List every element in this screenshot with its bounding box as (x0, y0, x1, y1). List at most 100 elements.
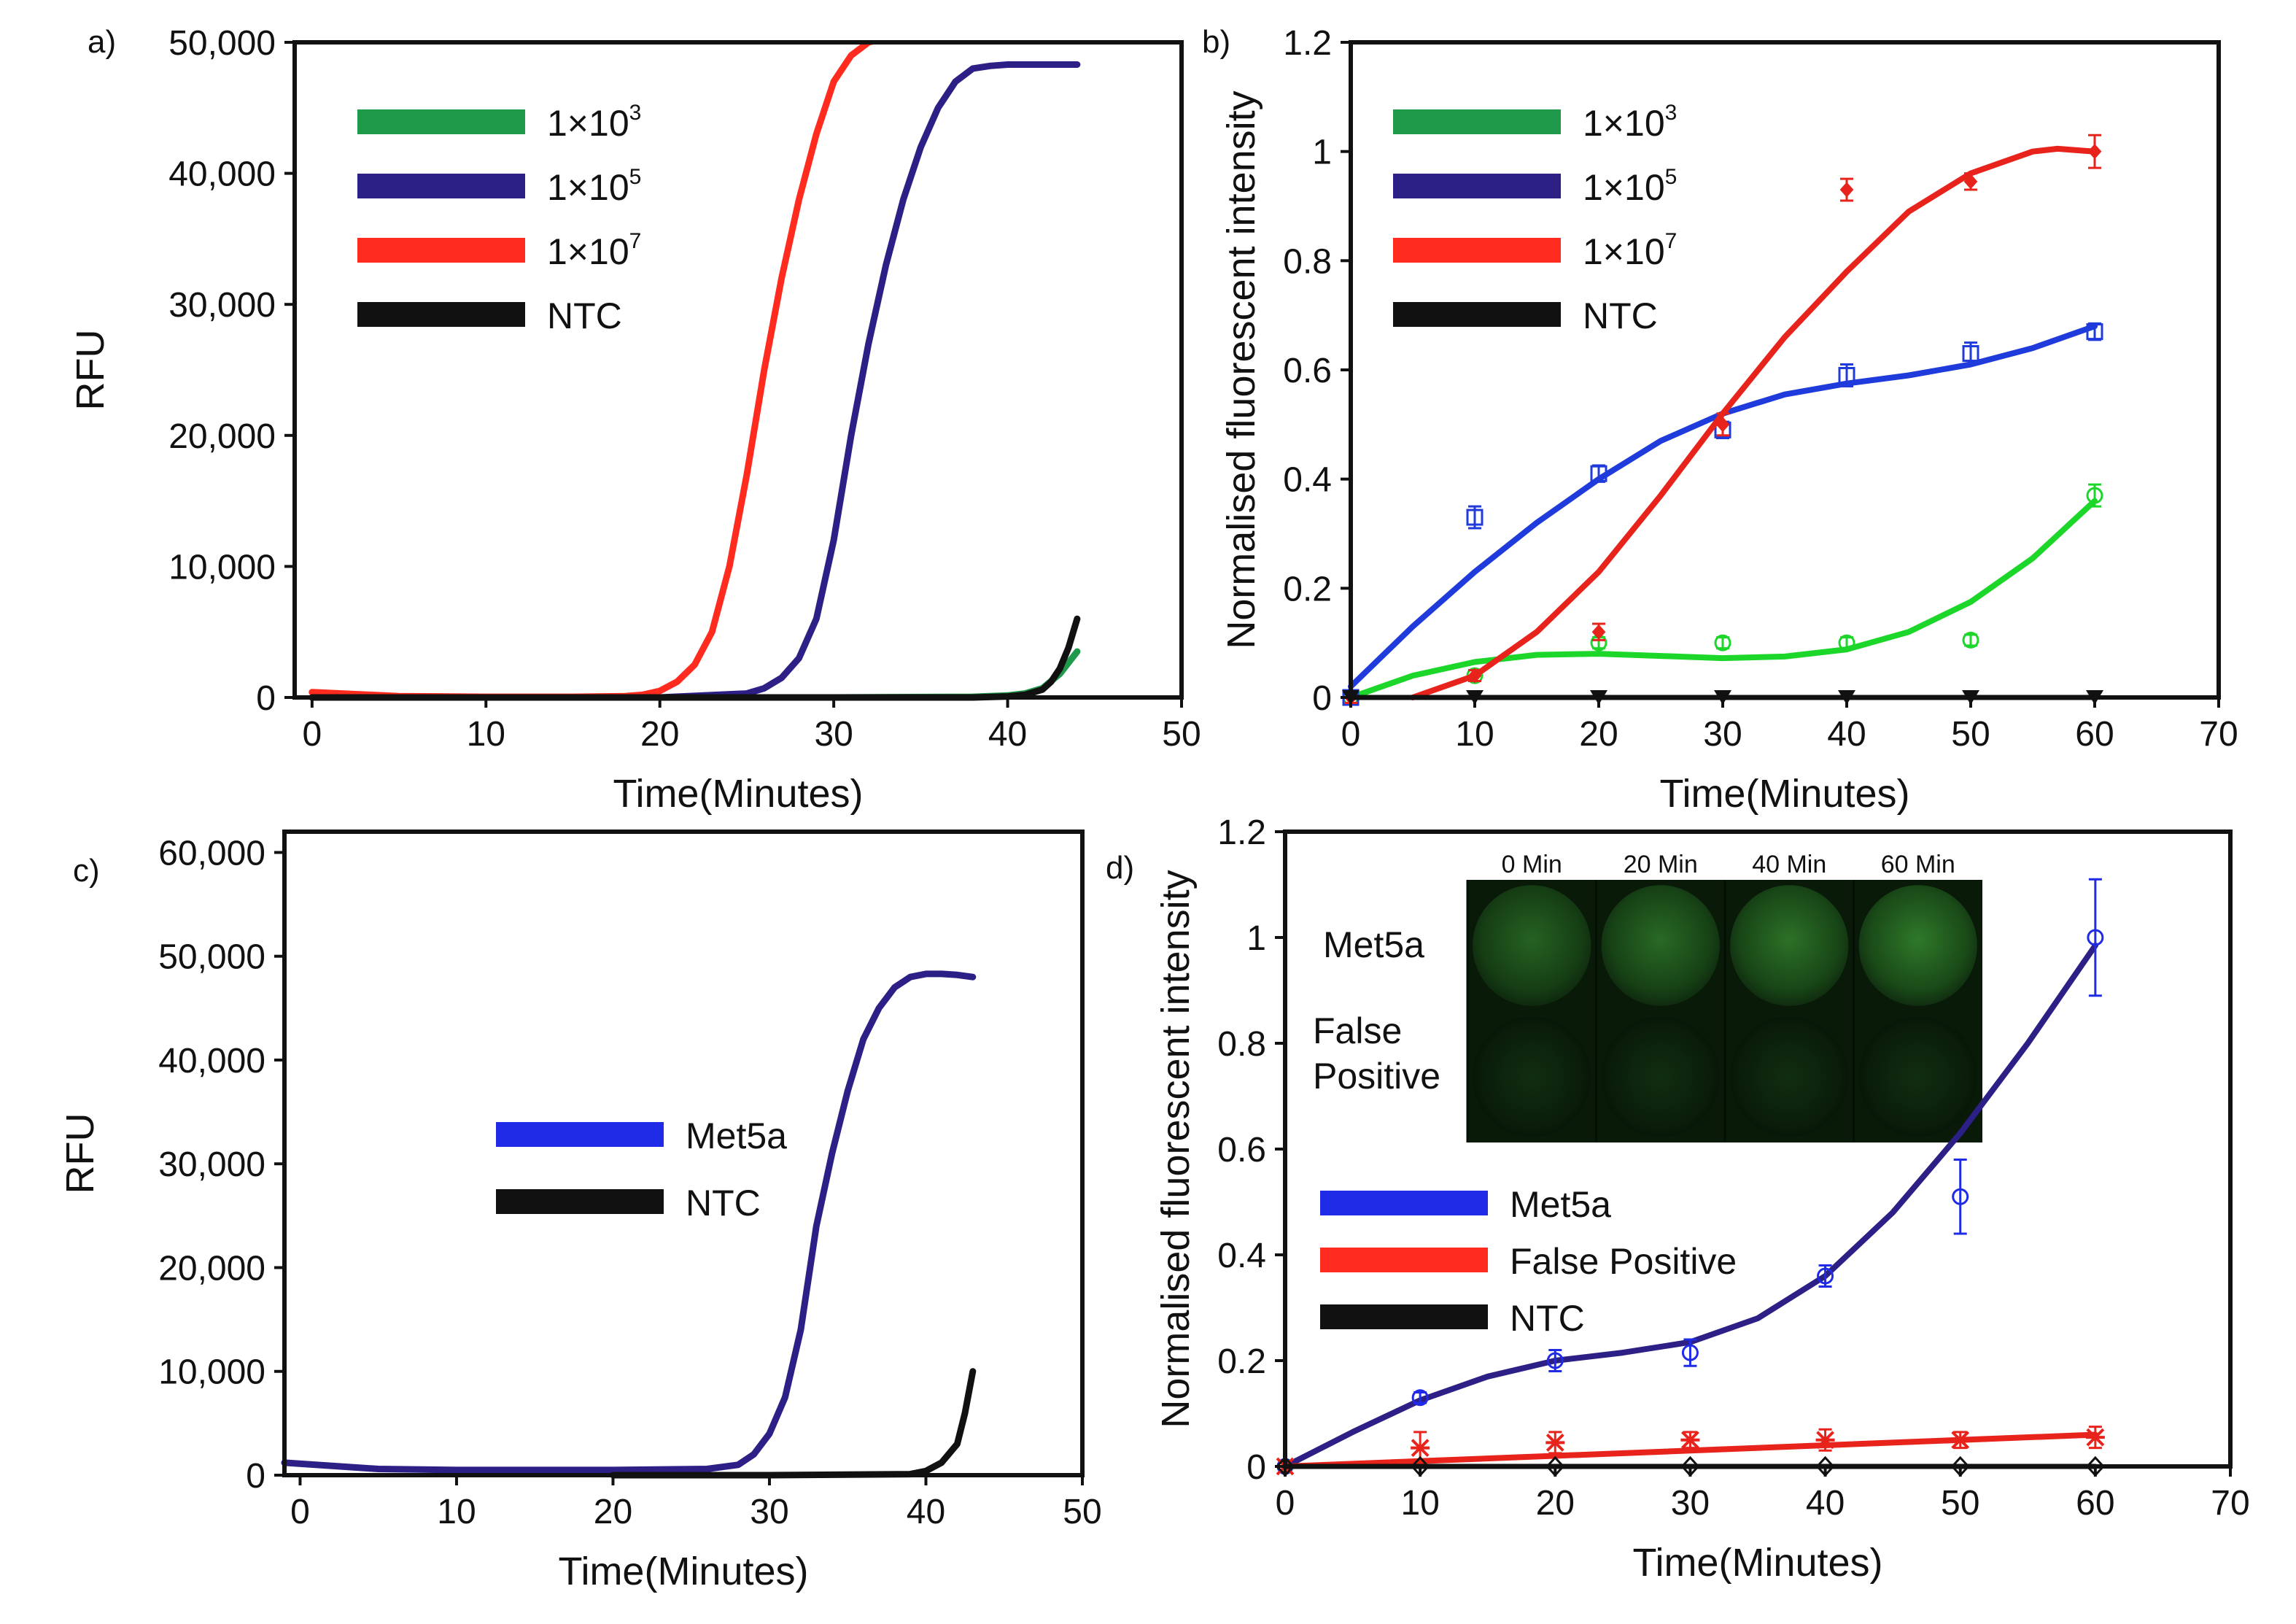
legend-swatch (1393, 174, 1561, 198)
x-tick-label: 0 (1341, 715, 1361, 754)
y-tick-label: 1 (1246, 919, 1266, 958)
inset-well (1858, 1016, 1977, 1137)
legend-label: 1×107 (547, 229, 641, 272)
inset-row-label-met5a: Met5a (1323, 924, 1424, 965)
x-tick-label: 50 (1162, 715, 1201, 754)
panel-label: d) (1106, 850, 1134, 886)
legend-item: NTC (357, 295, 622, 336)
inset-column-label: 60 Min (1881, 851, 1955, 878)
y-tick-label: 0.6 (1283, 352, 1332, 390)
legend-label: 1×103 (1583, 101, 1677, 144)
x-axis-label: Time(Minutes) (1659, 772, 1909, 816)
y-axis-label: RFU (69, 330, 112, 411)
inset-well (1601, 885, 1720, 1006)
legend-label: 1×105 (1583, 165, 1677, 208)
legend-item: 1×103 (357, 101, 641, 144)
y-tick-label: 0.8 (1283, 242, 1332, 281)
data-point (1817, 1267, 1834, 1285)
data-point (1591, 624, 1606, 640)
y-tick-label: 60,000 (158, 834, 265, 873)
data-point (1962, 345, 1979, 363)
legend-item: False Positive (1320, 1241, 1737, 1282)
data-point (1681, 1344, 1699, 1361)
legend-item: NTC (1320, 1298, 1585, 1339)
y-tick-label: 0.6 (1217, 1131, 1266, 1169)
series-ntc (610, 1368, 977, 1479)
y-tick-label: 30,000 (158, 1145, 265, 1184)
series-line (610, 1368, 977, 1479)
x-tick-label: 40 (988, 715, 1027, 754)
error-bar (1683, 1338, 1697, 1367)
legend-swatch (357, 302, 525, 327)
panel-label: a) (88, 24, 116, 60)
inset-well (1730, 1016, 1849, 1137)
legend-swatch (357, 238, 525, 263)
x-tick-label: 0 (1276, 1484, 1295, 1523)
x-tick-label: 20 (594, 1493, 632, 1531)
legend-label: NTC (686, 1183, 761, 1223)
y-tick-label: 0.8 (1217, 1025, 1266, 1064)
data-point (2085, 1428, 2105, 1447)
legend-label: 1×103 (547, 101, 641, 144)
legend-swatch (357, 109, 525, 134)
fit-line (1410, 145, 2098, 700)
legend-swatch (1393, 109, 1561, 134)
inset-well (1473, 1016, 1591, 1137)
x-tick-label: 30 (1703, 715, 1742, 754)
y-tick-label: 10,000 (168, 548, 276, 587)
y-tick-label: 1 (1312, 134, 1332, 172)
x-tick-label: 50 (1941, 1484, 1979, 1523)
y-tick-label: 0.2 (1217, 1342, 1266, 1381)
y-tick-label: 50,000 (168, 24, 276, 63)
data-point (1952, 1188, 1969, 1205)
legend-swatch (496, 1189, 664, 1214)
x-tick-label: 70 (2211, 1484, 2249, 1523)
x-tick-label: 30 (1671, 1484, 1710, 1523)
legend-label: 1×105 (547, 165, 641, 208)
x-tick-label: 50 (1063, 1493, 1101, 1531)
y-tick-label: 0 (256, 679, 276, 718)
x-tick-label: 10 (467, 715, 505, 754)
panel-label: b) (1202, 24, 1230, 60)
y-tick-label: 0.2 (1283, 570, 1332, 608)
y-axis-label: RFU (58, 1113, 102, 1194)
inset-column-label: 0 Min (1502, 851, 1562, 878)
y-tick-label: 1.2 (1283, 24, 1332, 63)
data-point (1680, 1431, 1700, 1450)
x-axis-label: Time(Minutes) (1632, 1541, 1882, 1585)
data-point (2086, 323, 2103, 341)
panel-label: c) (73, 853, 100, 889)
legend-swatch (1393, 238, 1561, 263)
legend-label: NTC (1510, 1298, 1585, 1339)
data-layer (281, 970, 977, 1479)
data-point (1714, 634, 1731, 651)
inset-row-label-false-positive: False Positive (1313, 1010, 1440, 1097)
legend-item: Met5a (1320, 1184, 1611, 1225)
y-tick-label: 0 (246, 1457, 265, 1496)
legend-swatch (1320, 1191, 1488, 1215)
data-point (1546, 1352, 1564, 1369)
y-axis-label: Normalised fluorescent intensity (1154, 870, 1198, 1428)
data-point (2086, 487, 2103, 504)
x-tick-label: 30 (750, 1493, 788, 1531)
data-point (2087, 929, 2104, 946)
x-tick-label: 20 (1579, 715, 1618, 754)
inset-well (1730, 885, 1849, 1006)
inset-column-label: 20 Min (1624, 851, 1698, 878)
x-tick-label: 40 (1827, 715, 1866, 754)
x-tick-label: 20 (1536, 1484, 1575, 1523)
x-tick-label: 50 (1951, 715, 1990, 754)
legend-label: NTC (547, 295, 622, 336)
data-point (1838, 634, 1855, 651)
x-tick-label: 0 (302, 715, 322, 754)
legend-swatch (1320, 1304, 1488, 1329)
error-bar (2088, 878, 2102, 997)
data-point (2087, 144, 2102, 160)
y-tick-label: 10,000 (158, 1353, 265, 1392)
legend-item: Met5a (496, 1115, 787, 1156)
legend-label: 1×107 (1583, 229, 1677, 272)
panel-a: 0 10 20 30 40 50 0 10,000 20,000 30,000 40,000 50,0… (69, 24, 1201, 816)
plot-frame (1349, 40, 2221, 700)
data-point (1590, 465, 1607, 482)
legend-swatch (1393, 302, 1561, 327)
